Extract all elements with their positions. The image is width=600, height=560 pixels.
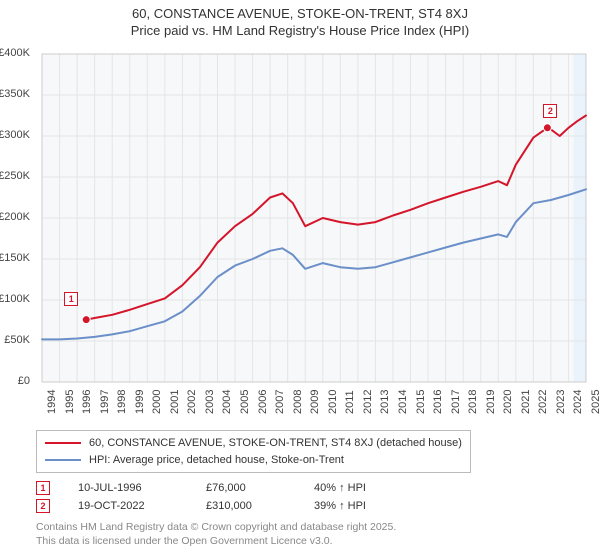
chart-marker-badge: 2 — [543, 104, 557, 118]
x-axis-label: 2001 — [169, 390, 181, 414]
x-axis-label: 1997 — [99, 390, 111, 414]
marker-delta: 40% ↑ HPI — [314, 482, 366, 494]
marker-date: 19-OCT-2022 — [78, 500, 178, 512]
marker-price: £310,000 — [206, 500, 286, 512]
marker-price: £76,000 — [206, 482, 286, 494]
title-subtitle: Price paid vs. HM Land Registry's House … — [0, 23, 600, 38]
x-axis-label: 2005 — [239, 390, 251, 414]
marker-date: 10-JUL-1996 — [78, 482, 178, 494]
marker-badge: 2 — [36, 499, 50, 513]
x-axis-label: 2011 — [344, 390, 356, 414]
x-axis-label: 2021 — [520, 390, 532, 414]
chart-area: £0£50K£100K£150K£200K£250K£300K£350K£400… — [36, 48, 592, 418]
marker-rows: 1 10-JUL-1996 £76,000 40% ↑ HPI 2 19-OCT-2022… — [36, 479, 592, 515]
y-axis-label: £100K — [0, 293, 30, 305]
legend-row: 60, CONSTANCE AVENUE, STOKE-ON-TRENT, ST… — [45, 435, 462, 452]
x-axis-label: 1995 — [64, 390, 76, 414]
copyright-line2: This data is licensed under the Open Gov… — [36, 535, 592, 549]
title-block: 60, CONSTANCE AVENUE, STOKE-ON-TRENT, ST… — [0, 0, 600, 38]
x-axis-label: 2002 — [186, 390, 198, 414]
x-axis-label: 2014 — [397, 390, 409, 414]
y-axis-label: £400K — [0, 47, 30, 59]
legend-label: HPI: Average price, detached house, Stok… — [89, 452, 344, 469]
marker-delta: 39% ↑ HPI — [314, 500, 366, 512]
x-axis-label: 1994 — [46, 390, 58, 414]
y-axis-label: £250K — [0, 170, 30, 182]
footer-block: 60, CONSTANCE AVENUE, STOKE-ON-TRENT, ST… — [36, 430, 592, 548]
copyright-block: Contains HM Land Registry data © Crown c… — [36, 521, 592, 548]
x-axis-label: 2006 — [257, 390, 269, 414]
x-axis-label: 2015 — [415, 390, 427, 414]
x-axis-label: 1998 — [116, 390, 128, 414]
x-axis-label: 2000 — [151, 390, 163, 414]
x-axis-label: 2020 — [502, 390, 514, 414]
chart-container: 60, CONSTANCE AVENUE, STOKE-ON-TRENT, ST… — [0, 0, 600, 560]
marker-row: 1 10-JUL-1996 £76,000 40% ↑ HPI — [36, 479, 592, 497]
x-axis-label: 2018 — [467, 390, 479, 414]
y-axis-label: £0 — [18, 375, 30, 387]
y-axis-label: £350K — [0, 88, 30, 100]
x-axis-label: 2019 — [485, 390, 497, 414]
marker-row: 2 19-OCT-2022 £310,000 39% ↑ HPI — [36, 497, 592, 515]
legend-label: 60, CONSTANCE AVENUE, STOKE-ON-TRENT, ST… — [89, 435, 462, 452]
chart-marker-badge: 1 — [64, 292, 78, 306]
y-axis-label: £200K — [0, 211, 30, 223]
y-axis-label: £150K — [0, 252, 30, 264]
x-axis-label: 1999 — [134, 390, 146, 414]
x-axis-label: 2009 — [309, 390, 321, 414]
x-axis-label: 2012 — [362, 390, 374, 414]
x-axis-label: 2004 — [221, 390, 233, 414]
x-axis-label: 2025 — [590, 390, 600, 414]
x-axis-label: 2013 — [379, 390, 391, 414]
marker-badge: 1 — [36, 481, 50, 495]
x-axis-label: 2017 — [450, 390, 462, 414]
x-axis-label: 2022 — [537, 390, 549, 414]
title-address: 60, CONSTANCE AVENUE, STOKE-ON-TRENT, ST… — [0, 6, 600, 21]
y-axis-label: £300K — [0, 129, 30, 141]
x-axis-label: 2024 — [572, 390, 584, 414]
legend-swatch — [45, 442, 81, 444]
x-axis-label: 2016 — [432, 390, 444, 414]
copyright-line1: Contains HM Land Registry data © Crown c… — [36, 521, 592, 535]
x-axis-label: 1996 — [81, 390, 93, 414]
x-axis-label: 2010 — [327, 390, 339, 414]
legend-box: 60, CONSTANCE AVENUE, STOKE-ON-TRENT, ST… — [36, 430, 471, 473]
x-axis-label: 2008 — [292, 390, 304, 414]
legend-swatch — [45, 459, 81, 461]
x-axis-label: 2003 — [204, 390, 216, 414]
x-axis-label: 2007 — [274, 390, 286, 414]
x-axis-label: 2023 — [555, 390, 567, 414]
chart-svg — [36, 48, 592, 418]
legend-row: HPI: Average price, detached house, Stok… — [45, 452, 462, 469]
y-axis-label: £50K — [4, 334, 30, 346]
